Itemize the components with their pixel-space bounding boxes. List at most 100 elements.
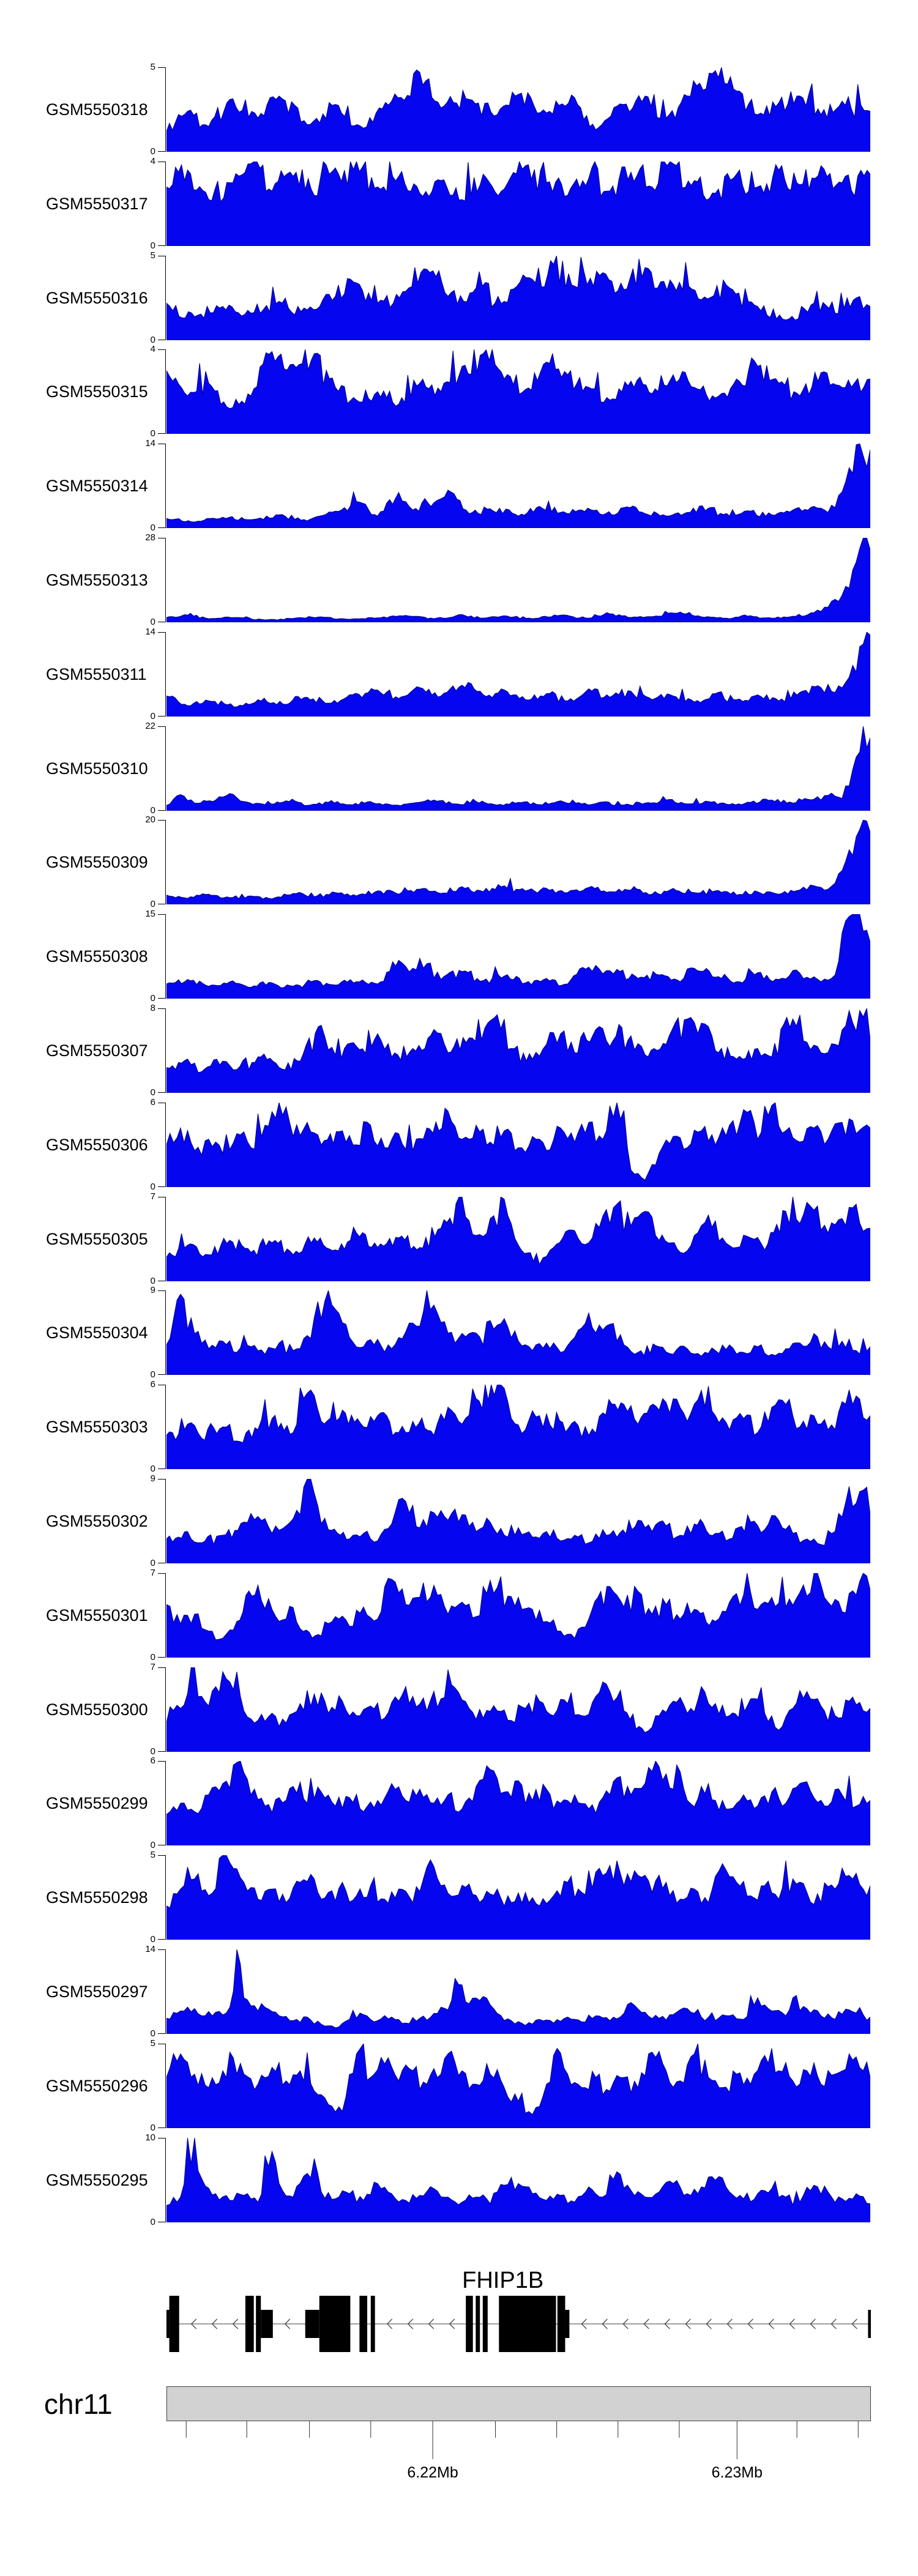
coverage-area-plot bbox=[166, 820, 870, 905]
track-sample-label: GSM5550300 bbox=[46, 1700, 148, 1719]
track-sample-label: GSM5550309 bbox=[46, 853, 148, 872]
data-track-row: GSM5550303 6 0 bbox=[0, 1380, 918, 1474]
track-sample-label: GSM5550296 bbox=[46, 2076, 148, 2095]
exon-box bbox=[466, 2296, 473, 2352]
data-track-row: GSM5550298 5 0 bbox=[0, 1850, 918, 1945]
coverage-area-plot bbox=[166, 538, 870, 622]
yaxis-max-value: 5 bbox=[150, 62, 155, 72]
yaxis-bracket bbox=[158, 1196, 166, 1281]
yaxis-max-value: 8 bbox=[150, 1003, 155, 1013]
track-sample-label: GSM5550317 bbox=[46, 194, 148, 213]
exon-box bbox=[565, 2310, 570, 2338]
yaxis-bracket bbox=[158, 2137, 166, 2222]
strand-arrow-left-icon bbox=[810, 2318, 816, 2329]
yaxis-max-value: 20 bbox=[145, 814, 155, 825]
track-sample-label: GSM5550308 bbox=[46, 947, 148, 966]
yaxis-bracket bbox=[158, 1479, 166, 1563]
yaxis-bracket bbox=[158, 1385, 166, 1470]
coverage-area-plot bbox=[166, 444, 870, 529]
yaxis-zero-value: 0 bbox=[150, 428, 155, 439]
exon-box bbox=[166, 2310, 170, 2338]
yaxis-max-value: 10 bbox=[145, 2132, 155, 2143]
yaxis-bracket bbox=[158, 1102, 166, 1187]
exon-box bbox=[359, 2296, 368, 2352]
chromosome-ideogram-bar bbox=[166, 2386, 871, 2421]
data-track-row: GSM5550310 22 0 bbox=[0, 721, 918, 815]
axis-position-label: 6.23Mb bbox=[712, 2464, 763, 2481]
exon-box bbox=[261, 2310, 273, 2338]
exon-box bbox=[476, 2296, 480, 2352]
data-track-row: GSM5550299 6 0 bbox=[0, 1756, 918, 1850]
track-sample-label: GSM5550310 bbox=[46, 759, 148, 778]
track-sample-label: GSM5550313 bbox=[46, 571, 148, 589]
coverage-area-plot bbox=[166, 1573, 870, 1658]
yaxis-max-value: 14 bbox=[145, 1944, 155, 1954]
yaxis-bracket bbox=[158, 161, 166, 246]
track-sample-label: GSM5550305 bbox=[46, 1229, 148, 1248]
strand-arrow-left-icon bbox=[789, 2318, 795, 2329]
yaxis-zero-value: 0 bbox=[150, 1275, 155, 1286]
yaxis-zero-value: 0 bbox=[150, 710, 155, 721]
yaxis-zero-value: 0 bbox=[150, 1651, 155, 1662]
data-track-row: GSM5550318 5 0 bbox=[0, 62, 918, 157]
strand-arrow-left-icon bbox=[830, 2318, 837, 2329]
exon-box bbox=[245, 2296, 254, 2352]
yaxis-max-value: 9 bbox=[150, 1285, 155, 1296]
yaxis-bracket bbox=[158, 1573, 166, 1658]
strand-arrow-left-icon bbox=[284, 2318, 291, 2329]
track-sample-label: GSM5550307 bbox=[46, 1041, 148, 1060]
yaxis-bracket bbox=[158, 538, 166, 622]
strand-arrow-left-icon bbox=[726, 2318, 733, 2329]
exon-box bbox=[499, 2296, 556, 2352]
coverage-area-plot bbox=[166, 631, 870, 717]
yaxis-bracket bbox=[158, 631, 166, 717]
coverage-area-plot bbox=[166, 2137, 870, 2222]
data-track-row: GSM5550296 5 0 bbox=[0, 2038, 918, 2132]
yaxis-zero-value: 0 bbox=[150, 1558, 155, 1568]
strand-arrow-left-icon bbox=[602, 2318, 608, 2329]
yaxis-max-value: 5 bbox=[150, 2038, 155, 2049]
coverage-area-plot bbox=[166, 1667, 870, 1752]
data-track-row: GSM5550307 8 0 bbox=[0, 1003, 918, 1098]
track-sample-label: GSM5550295 bbox=[46, 2170, 148, 2189]
coverage-area-plot bbox=[166, 1102, 870, 1187]
exon-box bbox=[319, 2296, 351, 2352]
yaxis-max-value: 7 bbox=[150, 1661, 155, 1672]
track-sample-label: GSM5550314 bbox=[46, 477, 148, 496]
strand-arrow-left-icon bbox=[851, 2318, 857, 2329]
coverage-area-plot bbox=[166, 1949, 870, 2034]
coverage-area-plot bbox=[166, 161, 870, 246]
data-track-row: GSM5550306 6 0 bbox=[0, 1097, 918, 1191]
gene-name-label: FHIP1B bbox=[462, 2268, 544, 2293]
data-track-row: GSM5550315 4 0 bbox=[0, 344, 918, 439]
yaxis-zero-value: 0 bbox=[150, 1369, 155, 1380]
exon-box bbox=[482, 2296, 488, 2352]
data-track-row: GSM5550313 28 0 bbox=[0, 533, 918, 627]
strand-arrow-left-icon bbox=[706, 2318, 712, 2329]
yaxis-max-value: 22 bbox=[145, 720, 155, 731]
yaxis-bracket bbox=[158, 444, 166, 529]
yaxis-bracket bbox=[158, 1761, 166, 1846]
track-sample-label: GSM5550299 bbox=[46, 1794, 148, 1813]
coverage-area-plot bbox=[166, 1290, 870, 1375]
yaxis-bracket bbox=[158, 914, 166, 999]
yaxis-max-value: 6 bbox=[150, 1096, 155, 1107]
yaxis-max-value: 4 bbox=[150, 344, 155, 355]
track-sample-label: GSM5550315 bbox=[46, 382, 148, 401]
yaxis-max-value: 9 bbox=[150, 1473, 155, 1484]
data-track-row: GSM5550311 14 0 bbox=[0, 627, 918, 721]
coverage-area-plot bbox=[166, 1761, 870, 1846]
yaxis-max-value: 15 bbox=[145, 909, 155, 920]
track-sample-label: GSM5550304 bbox=[46, 1323, 148, 1342]
yaxis-max-value: 7 bbox=[150, 1191, 155, 1202]
exon-box bbox=[169, 2296, 179, 2352]
strand-arrow-left-icon bbox=[747, 2318, 753, 2329]
yaxis-zero-value: 0 bbox=[150, 805, 155, 816]
track-sample-label: GSM5550306 bbox=[46, 1135, 148, 1154]
yaxis-max-value: 4 bbox=[150, 155, 155, 166]
exon-box bbox=[256, 2296, 261, 2352]
yaxis-zero-value: 0 bbox=[150, 1181, 155, 1192]
data-track-row: GSM5550300 7 0 bbox=[0, 1662, 918, 1756]
strand-arrow-left-icon bbox=[664, 2318, 670, 2329]
data-track-row: GSM5550305 7 0 bbox=[0, 1191, 918, 1286]
